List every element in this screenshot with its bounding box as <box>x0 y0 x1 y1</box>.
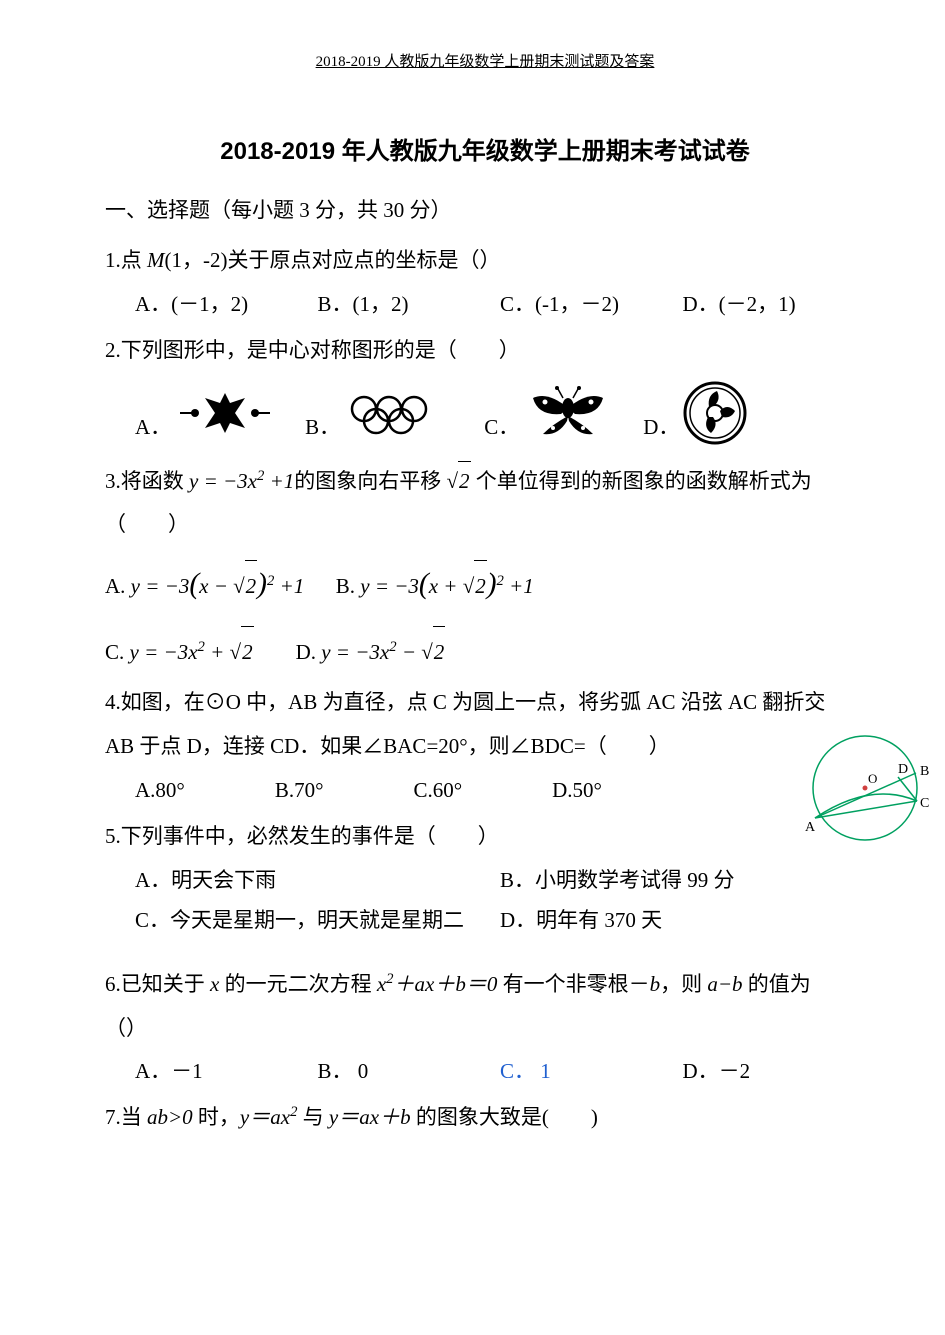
q7-prefix: 7.当 <box>105 1105 147 1129</box>
q6-prefix: 6.已知关于 <box>105 972 210 996</box>
q3-a-label: A. <box>105 574 131 598</box>
label-A: A <box>805 820 816 835</box>
label-O: O <box>868 771 877 786</box>
q2-image-b <box>344 386 454 441</box>
q3-mid: 的图象向右平移 <box>294 469 446 493</box>
question-1: 1.点 M(1，-2)关于原点对应点的坐标是（） <box>105 241 865 281</box>
q4-opt-d: D.50° <box>552 771 602 811</box>
question-2: 2.下列图形中，是中心对称图形的是（ ） <box>105 331 865 371</box>
question-7: 7.当 ab>0 时，y＝ax2 与 y＝ax＋b 的图象大致是( ) <box>105 1098 865 1138</box>
q2-label-a: A． <box>135 411 171 441</box>
label-C: C <box>920 796 929 811</box>
q6-opt-b: B． 0 <box>318 1052 501 1092</box>
label-D: D <box>898 762 908 777</box>
q3-suffix: 个单位得到的新图象的函数解析式为 <box>471 469 812 493</box>
q4-diagram: O A B C D <box>780 733 935 853</box>
section-1-title: 一、选择题（每小题 3 分，共 30 分） <box>105 191 865 231</box>
q1-opt-d: D．(－2，1) <box>683 285 866 325</box>
q1-suffix: 关于原点对应点的坐标是（） <box>227 248 500 272</box>
q6-mid1: 的一元二次方程 <box>219 972 377 996</box>
q5-opt-a: A．明天会下雨 <box>135 861 500 901</box>
q6-ab: a−b <box>707 972 742 996</box>
q5-opt-b: B．小明数学考试得 99 分 <box>500 861 865 901</box>
q7-f2: y＝ax＋b <box>329 1105 411 1129</box>
q6-suffix: 的值为 <box>743 972 811 996</box>
question-3: 3.将函数 y = −3x2 +1的图象向右平移 √2 个单位得到的新图象的函数… <box>105 461 865 502</box>
q2-label-c: C． <box>484 411 519 441</box>
q1-coords: (1，-2) <box>165 248 228 272</box>
q2-options: A． B． <box>105 386 865 441</box>
q6-b: b <box>650 972 661 996</box>
q6-options: A．－1 B． 0 C． 1 D．－2 <box>105 1052 865 1092</box>
q6-opt-a: A．－1 <box>135 1052 318 1092</box>
q6-eq: x2＋ax＋b＝0 <box>377 972 498 996</box>
q1-opt-b: B．(1，2) <box>318 285 501 325</box>
q4-opt-b: B.70° <box>275 771 324 811</box>
q3-d-label: D. <box>296 640 322 664</box>
question-6: 6.已知关于 x 的一元二次方程 x2＋ax＋b＝0 有一个非零根－b，则 a−… <box>105 965 865 1005</box>
q3-func: y = −3x2 +1 <box>189 469 294 493</box>
q3-paren: （ ） <box>105 505 865 545</box>
q3-opt-c: C. y = −3x2 + √2 <box>105 640 254 664</box>
q6-x: x <box>210 972 219 996</box>
q2-image-a <box>175 386 275 441</box>
q2-opt-d: D． <box>643 386 748 441</box>
q7-cond: ab>0 <box>147 1105 193 1129</box>
question-4-line1: 4.如图，在⊙O 中，AB 为直径，点 C 为圆上一点，将劣弧 AC 沿弦 AC… <box>105 683 865 723</box>
q7-and: 与 <box>297 1105 329 1129</box>
q4-opt-a: A.80° <box>135 771 185 811</box>
page-header: 2018-2019 人教版九年级数学上册期末测试题及答案 <box>105 50 865 71</box>
q1-prefix: 1.点 <box>105 248 147 272</box>
label-B: B <box>920 764 929 779</box>
question-4-line2: AB 于点 D，连接 CD．如果∠BAC=20°，则∠BDC=（ ） <box>105 727 865 767</box>
q2-image-c <box>523 386 613 441</box>
q3-b-label: B. <box>336 574 361 598</box>
q6-opt-c: C． 1 <box>500 1052 683 1092</box>
q2-label-d: D． <box>643 411 679 441</box>
q5-opt-c: C．今天是星期一，明天就是星期二 <box>135 901 500 941</box>
q2-opt-c: C． <box>484 386 613 441</box>
q5-opt-d: D．明年有 370 天 <box>500 901 865 941</box>
q1-opt-c: C．(-1，－2) <box>500 285 683 325</box>
q3-options-cd: C. y = −3x2 + √2 D. y = −3x2 − √2 <box>105 626 865 677</box>
q3-c-label: C. <box>105 640 130 664</box>
q1-options: A．(－1，2) B．(1，2) C．(-1，－2) D．(－2，1) <box>105 285 865 325</box>
q2-opt-a: A． <box>135 386 275 441</box>
q1-opt-a: A．(－1，2) <box>135 285 318 325</box>
q4-options: A.80° B.70° C.60° D.50° <box>105 771 865 811</box>
question-5: 5.下列事件中，必然发生的事件是（ ） <box>105 817 865 857</box>
q3-options-ab: A. y = −3(x − √2)2 +1 B. y = −3(x + √2)2… <box>105 549 865 620</box>
q6-paren: （） <box>105 1009 865 1049</box>
q7-f1: y＝ax2 <box>240 1105 298 1129</box>
q2-label-b: B． <box>305 411 340 441</box>
q3-opt-a: A. y = −3(x − √2)2 +1 <box>105 574 304 598</box>
q7-suffix: 的图象大致是( ) <box>411 1105 598 1129</box>
q2-image-d <box>683 386 748 441</box>
q3-opt-d: D. y = −3x2 − √2 <box>296 640 446 664</box>
q6-mid2: 有一个非零根－ <box>497 972 649 996</box>
main-title: 2018-2019 年人教版九年级数学上册期末考试试卷 <box>105 131 865 166</box>
q7-mid: 时， <box>193 1105 240 1129</box>
q3-shift: √2 <box>447 469 471 493</box>
q6-mid3: ，则 <box>660 972 707 996</box>
q5-options: A．明天会下雨 B．小明数学考试得 99 分 C．今天是星期一，明天就是星期二 … <box>105 861 865 941</box>
q3-prefix: 3.将函数 <box>105 469 189 493</box>
q2-opt-b: B． <box>305 386 454 441</box>
q6-opt-d: D．－2 <box>683 1052 866 1092</box>
question-4-block: 4.如图，在⊙O 中，AB 为直径，点 C 为圆上一点，将劣弧 AC 沿弦 AC… <box>105 683 865 811</box>
q1-point: M <box>147 248 165 272</box>
q4-opt-c: C.60° <box>413 771 462 811</box>
q3-opt-b: B. y = −3(x + √2)2 +1 <box>336 574 534 598</box>
